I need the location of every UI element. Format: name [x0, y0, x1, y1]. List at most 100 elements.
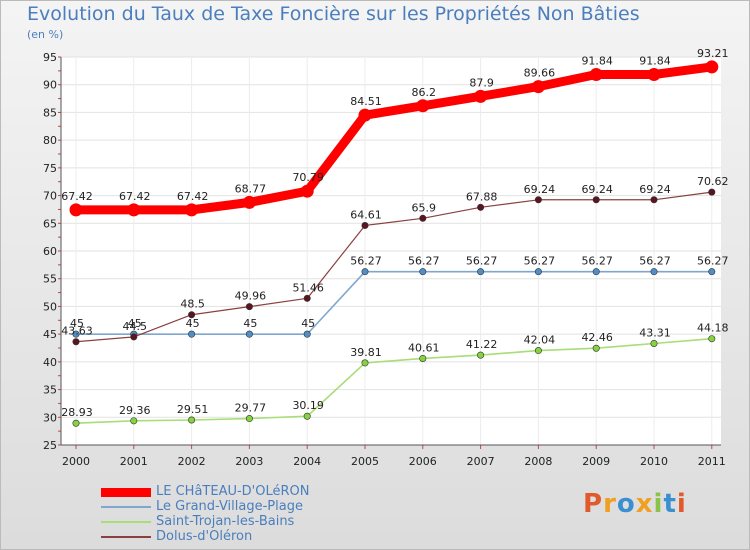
data-label: 67.42: [177, 190, 209, 203]
data-point: [130, 333, 138, 341]
y-tick-label: 35: [43, 384, 57, 397]
data-point: [303, 330, 311, 338]
data-label: 69.24: [581, 183, 613, 196]
data-point: [531, 80, 545, 94]
logo-letter: i: [676, 489, 687, 519]
legend-label: Dolus-d'Oléron: [156, 529, 253, 544]
data-label: 29.51: [177, 403, 209, 416]
y-tick-label: 30: [43, 411, 57, 424]
data-point: [650, 268, 658, 276]
data-point: [245, 303, 253, 311]
series-line: [75, 337, 712, 425]
data-label: 44.18: [697, 322, 729, 335]
data-point: [303, 412, 311, 420]
logo-letter: i: [653, 489, 664, 519]
y-tick-label: 50: [43, 300, 57, 313]
x-tick-label: 2002: [178, 455, 206, 468]
y-tick-label: 60: [43, 245, 57, 258]
x-tick-label: 2004: [293, 455, 321, 468]
data-label: 39.81: [350, 346, 382, 359]
data-point: [534, 268, 542, 276]
y-tick-label: 45: [43, 328, 57, 341]
data-point: [592, 196, 600, 204]
legend-label: Le Grand-Village-Plage: [156, 499, 303, 514]
data-point: [592, 344, 600, 352]
data-label: 56.27: [408, 255, 440, 268]
data-label: 43.31: [639, 327, 671, 340]
x-tick-label: 2009: [582, 455, 610, 468]
y-tick-label: 65: [43, 217, 57, 230]
data-label: 45: [128, 317, 142, 330]
data-label: 56.27: [697, 255, 729, 268]
data-label: 93.21: [697, 47, 729, 60]
data-point: [419, 214, 427, 222]
data-point: [185, 203, 199, 217]
data-label: 69.24: [524, 183, 556, 196]
data-point: [188, 330, 196, 338]
y-tick-label: 95: [43, 51, 57, 64]
x-tick-label: 2006: [409, 455, 437, 468]
data-point: [72, 338, 80, 346]
x-tick-label: 2011: [698, 455, 726, 468]
data-label: 56.27: [466, 255, 498, 268]
data-label: 45: [243, 317, 257, 330]
data-point: [242, 195, 256, 209]
y-unit-label: (en %): [27, 28, 64, 41]
data-point: [127, 203, 141, 217]
data-label: 87.9: [469, 76, 494, 89]
data-label: 70.62: [697, 175, 729, 188]
data-label: 45: [186, 317, 200, 330]
y-tick-label: 80: [43, 134, 57, 147]
data-point: [589, 68, 603, 82]
data-point: [245, 415, 253, 423]
data-label: 89.66: [524, 67, 556, 80]
data-point: [188, 311, 196, 319]
data-point: [419, 268, 427, 276]
chart-title: Evolution du Taux de Taxe Foncière sur l…: [27, 3, 640, 25]
logo-letter: r: [603, 489, 617, 519]
data-label: 49.96: [235, 290, 267, 303]
data-label: 56.27: [581, 255, 613, 268]
logo-letter: P: [583, 489, 604, 519]
legend-label: Saint-Trojan-les-Bains: [156, 514, 295, 529]
data-label: 65.9: [412, 201, 437, 214]
data-point: [130, 417, 138, 425]
data-point: [534, 196, 542, 204]
data-label: 70.79: [292, 171, 324, 184]
data-point: [72, 330, 80, 338]
data-point: [477, 203, 485, 211]
legend-swatch: [101, 521, 151, 523]
data-label: 28.93: [61, 406, 93, 419]
data-label: 86.2: [412, 86, 437, 99]
series-line: [76, 270, 712, 335]
data-point: [708, 268, 716, 276]
data-point: [708, 335, 716, 343]
series-line: [75, 191, 712, 343]
data-label: 48.5: [180, 298, 205, 311]
legend-swatch: [101, 506, 151, 508]
data-point: [592, 268, 600, 276]
data-point: [69, 203, 83, 217]
x-tick-label: 2001: [120, 455, 148, 468]
data-label: 51.46: [292, 281, 324, 294]
data-point: [650, 340, 658, 348]
y-tick-label: 90: [43, 79, 57, 92]
data-point: [650, 196, 658, 204]
data-label: 45: [301, 317, 315, 330]
data-label: 29.77: [235, 402, 267, 415]
data-label: 84.51: [350, 95, 382, 108]
data-point: [477, 268, 485, 276]
x-tick-label: 2007: [467, 455, 495, 468]
x-tick-label: 2005: [351, 455, 379, 468]
y-tick-label: 75: [43, 162, 57, 175]
data-label: 40.61: [408, 341, 440, 354]
data-point: [419, 354, 427, 362]
data-point: [416, 99, 430, 113]
data-point: [474, 89, 488, 103]
data-label: 67.88: [466, 190, 498, 203]
logo-letter: x: [635, 489, 654, 519]
data-label: 43.63: [61, 325, 93, 338]
legend-swatch: [101, 487, 151, 497]
